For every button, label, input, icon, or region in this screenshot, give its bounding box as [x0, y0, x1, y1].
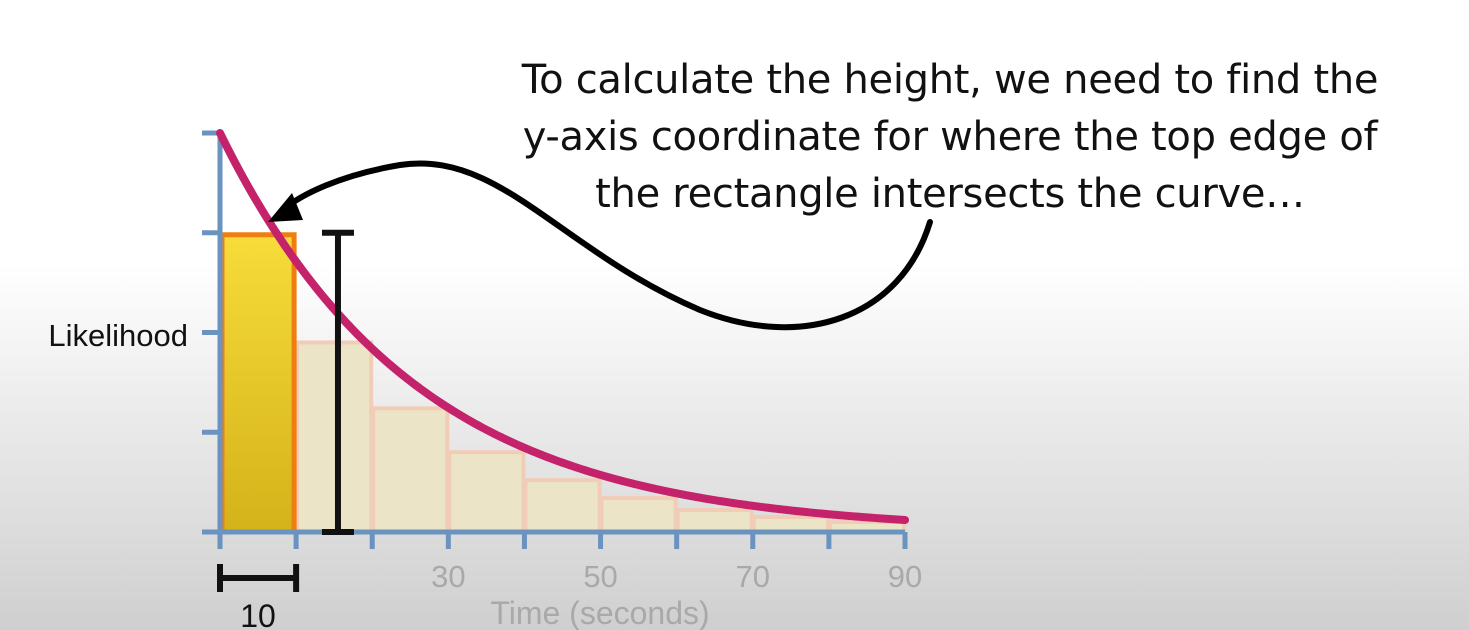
- annotation-line-2: y-axis coordinate for where the top edge…: [522, 114, 1378, 160]
- histogram-bar-20: [371, 406, 450, 534]
- x-tick-label-90: 90: [888, 559, 922, 594]
- exponential-curve: [216, 129, 909, 524]
- annotation-text: To calculate the height, we need to find…: [470, 52, 1430, 223]
- x-tick-label-30: 30: [431, 559, 465, 594]
- height-marker: [321, 229, 354, 535]
- histogram-bar-60: [675, 508, 754, 534]
- x-tick-label-70: 70: [736, 559, 770, 594]
- histogram-bar-10: [295, 340, 374, 534]
- x-tick-label-50: 50: [583, 559, 617, 594]
- annotation-line-3: the rectangle intersects the curve…: [595, 171, 1305, 217]
- histogram-bar-30: [447, 450, 526, 535]
- bars-layer: [219, 232, 907, 535]
- axes-layer: [202, 130, 908, 549]
- annotation-line-1: To calculate the height, we need to find…: [521, 57, 1379, 103]
- bin-width-indicator: [217, 564, 300, 592]
- arrow-head: [268, 193, 303, 222]
- x-axis-label: Time (seconds): [490, 595, 709, 630]
- tick-labels: 30 50 70 90: [431, 559, 922, 594]
- y-axis-label: Likelihood: [48, 318, 188, 353]
- histogram-bar-50: [599, 496, 678, 534]
- annotation-arrow: [280, 160, 933, 331]
- histogram-bar-40: [523, 478, 602, 535]
- bin-width-label: 10: [240, 598, 276, 630]
- highlighted-bar: [219, 232, 297, 535]
